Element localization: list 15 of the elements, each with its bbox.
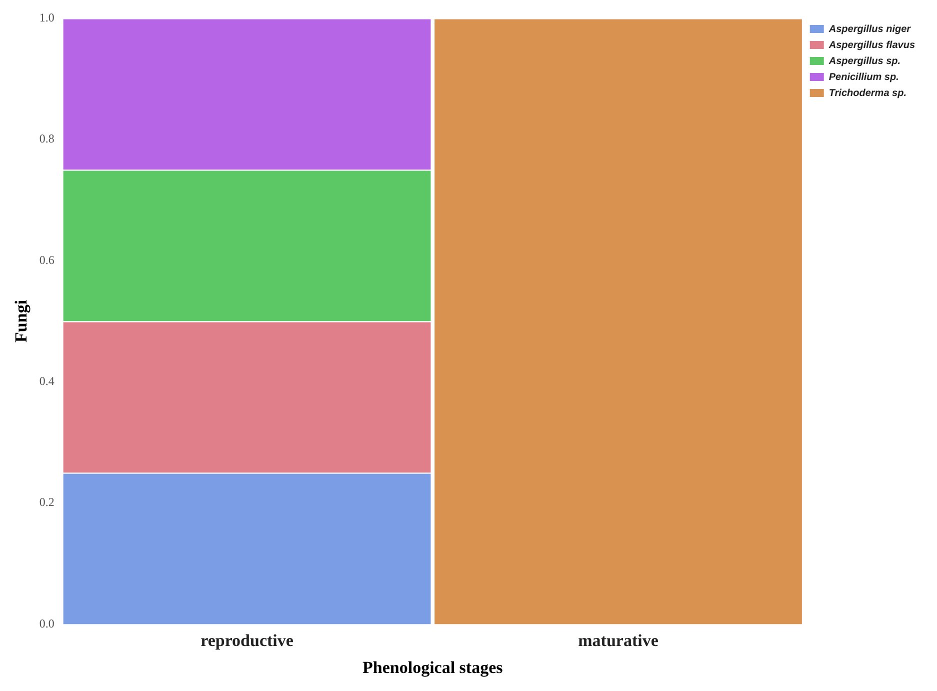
y-tick-label: 0.8 — [39, 132, 54, 146]
y-tick-label: 0.0 — [39, 616, 54, 630]
y-axis-title: Fungi — [12, 300, 31, 342]
legend-label: Penicillium sp. — [828, 72, 899, 83]
x-tick-label: reproductive — [200, 630, 294, 650]
legend-label: Aspergillus sp. — [828, 56, 901, 67]
legend-label: Aspergillus niger — [828, 24, 912, 35]
y-tick-label: 1.0 — [39, 10, 54, 24]
x-axis-title: Phenological stages — [362, 658, 504, 678]
legend-label: Aspergillus flavus — [828, 40, 916, 51]
x-tick-label: maturative — [578, 630, 659, 650]
y-tick-label: 0.2 — [39, 495, 54, 510]
y-tick-label: 0.6 — [39, 252, 54, 267]
legend-label: Trichoderma sp. — [828, 88, 906, 99]
y-tick-label: 0.4 — [39, 374, 54, 388]
